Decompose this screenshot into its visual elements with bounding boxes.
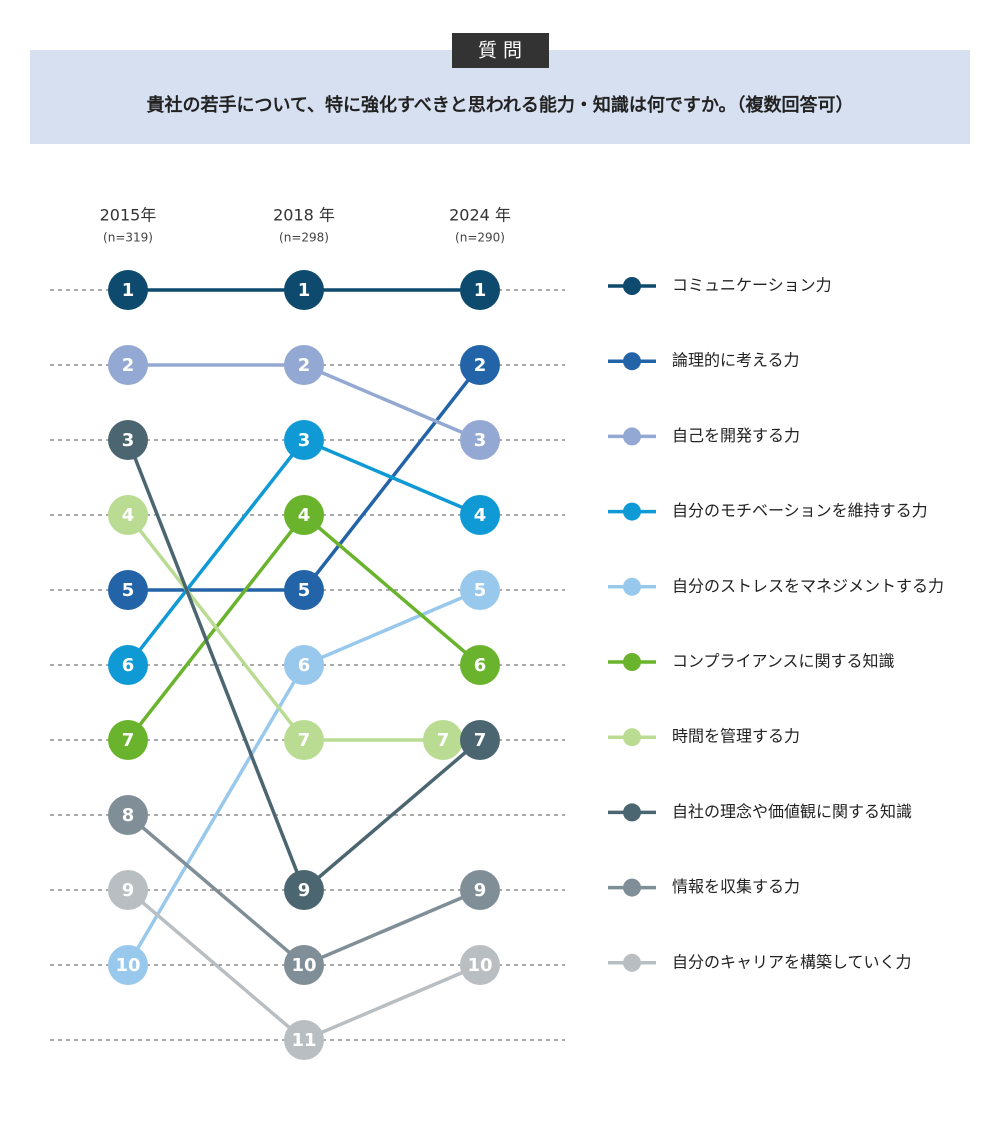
- rank-label: 2: [298, 355, 311, 376]
- question-label-box: [452, 33, 549, 68]
- rank-dot: [284, 420, 324, 460]
- rank-dot: [460, 870, 500, 910]
- rank-label: 1: [298, 280, 311, 301]
- rank-dot: [460, 570, 500, 610]
- rank-label: 1: [474, 280, 487, 301]
- rank-label: 10: [291, 955, 316, 976]
- rank-dot: [108, 945, 148, 985]
- rank-label: 7: [298, 730, 311, 751]
- x-label: 2024 年: [449, 206, 511, 225]
- legend-dot: [623, 502, 641, 521]
- rank-label: 2: [122, 355, 135, 376]
- question-label: 質 問: [478, 40, 522, 62]
- rank-dot: [108, 570, 148, 610]
- rank-dot: [460, 420, 500, 460]
- rank-dot: [460, 945, 500, 985]
- rank-label: 9: [474, 880, 487, 901]
- rank-dot: [284, 1020, 324, 1060]
- rank-label: 4: [298, 505, 311, 526]
- legend-dot: [623, 803, 641, 822]
- rank-dot: [460, 270, 500, 310]
- x-label: 2015年: [100, 206, 157, 225]
- rank-label: 1: [122, 280, 135, 301]
- rank-label: 4: [474, 505, 487, 526]
- rank-dot: [108, 645, 148, 685]
- rank-dot: [108, 870, 148, 910]
- legend-label: 自社の理念や価値観に関する知識: [672, 802, 912, 821]
- legend-label: 時間を管理する力: [672, 727, 800, 746]
- rank-line: [126, 512, 482, 742]
- legend-label: 自己を開発する力: [672, 426, 800, 445]
- legend-dot: [623, 728, 641, 747]
- rank-dot: [108, 495, 148, 535]
- x-note: (n=319): [103, 231, 153, 245]
- rank-label: 7: [474, 730, 487, 751]
- legend-dot: [623, 427, 641, 446]
- legend-dot: [623, 953, 641, 972]
- rank-dot: [284, 270, 324, 310]
- rank-line: [128, 363, 482, 592]
- legend-dot: [623, 352, 641, 371]
- rank-label: 10: [115, 955, 140, 976]
- legend-dot: [623, 577, 641, 596]
- legend-label: 自分のモチベーションを維持する力: [672, 501, 928, 520]
- rank-dot: [284, 570, 324, 610]
- rank-dot: [423, 720, 463, 760]
- rank-label: 9: [298, 880, 311, 901]
- rank-label: 5: [122, 580, 135, 601]
- rank-dot: [284, 345, 324, 385]
- legend-label: 自分のキャリアを構築していく力: [672, 952, 912, 971]
- legend-dot: [623, 277, 641, 295]
- rank-label: 9: [122, 880, 135, 901]
- question-text: 貴社の若手について、特に強化すべきと思われる能力・知識は何ですか。（複数回答可）: [146, 94, 853, 116]
- x-note: (n=298): [279, 231, 329, 245]
- legend-label: コンプライアンスに関する知識: [672, 652, 895, 671]
- rank-dot: [460, 645, 500, 685]
- rank-dot: [108, 795, 148, 835]
- legend-label: 自分のストレスをマネジメントする力: [672, 576, 944, 595]
- legend-label: 情報を収集する力: [672, 877, 800, 896]
- rank-label: 2: [474, 355, 487, 376]
- rank-label: 7: [122, 730, 135, 751]
- rank-dot: [108, 720, 148, 760]
- rank-label: 7: [437, 730, 450, 751]
- legend-dot: [623, 878, 641, 897]
- rank-label: 3: [298, 430, 311, 451]
- rank-dot: [460, 495, 500, 535]
- rank-label: 6: [298, 655, 311, 676]
- rank-dot: [108, 270, 148, 310]
- rank-dot: [284, 870, 324, 910]
- legend-label: 論理的に考える力: [672, 351, 800, 370]
- rank-label: 5: [474, 580, 487, 601]
- rank-dot: [460, 720, 500, 760]
- rank-dot: [460, 345, 500, 385]
- rank-dot: [284, 945, 324, 985]
- rank-label: 8: [122, 805, 135, 826]
- x-label: 2018 年: [273, 206, 335, 225]
- legend-label: コミュニケーション力: [672, 276, 832, 295]
- rank-dot: [284, 720, 324, 760]
- rank-dot: [108, 345, 148, 385]
- rank-label: 10: [467, 955, 492, 976]
- rank-dot: [284, 495, 324, 535]
- rank-label: 3: [474, 430, 487, 451]
- rank-label: 6: [474, 655, 487, 676]
- rank-dot: [284, 645, 324, 685]
- rank-label: 6: [122, 655, 135, 676]
- rank-dot: [108, 420, 148, 460]
- x-note: (n=290): [455, 231, 505, 245]
- legend-dot: [623, 653, 641, 671]
- rank-label: 4: [122, 505, 135, 526]
- rank-label: 11: [291, 1030, 316, 1051]
- rank-label: 5: [298, 580, 311, 601]
- rank-label: 3: [122, 430, 135, 451]
- rank-line: [126, 437, 481, 667]
